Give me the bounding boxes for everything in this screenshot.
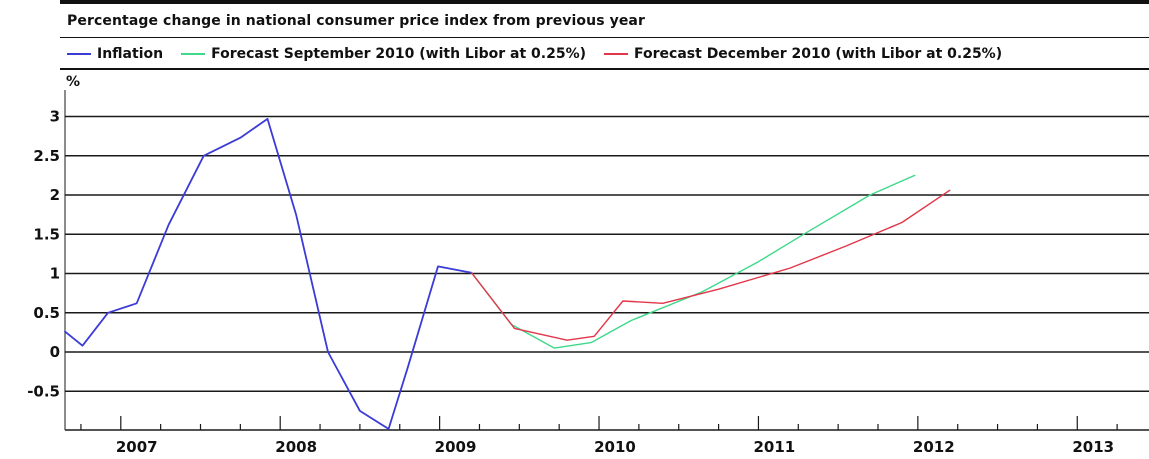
y-tick-label: 2.5 [33, 147, 60, 165]
x-tick-label: 2008 [275, 438, 317, 456]
legend-item-forecast-december: Forecast December 2010 (with Libor at 0.… [604, 46, 1002, 62]
legend-label-inflation: Inflation [97, 46, 164, 62]
legend-item-inflation: Inflation [67, 46, 163, 62]
x-tick-label: 2013 [1072, 438, 1114, 456]
legend-divider [60, 68, 1149, 70]
x-tick-label: 2011 [754, 438, 796, 456]
x-tick-label: 2007 [116, 438, 158, 456]
legend-label-forecast-december: Forecast December 2010 (with Libor at 0.… [634, 46, 1003, 62]
top-rule [60, 0, 1149, 4]
legend-swatch-inflation [67, 53, 91, 55]
y-tick-label: -0.5 [27, 382, 60, 400]
legend-label-forecast-september: Forecast September 2010 (with Libor at 0… [211, 46, 587, 62]
series-line-inflation [64, 118, 473, 430]
y-tick-label: 0.5 [33, 304, 60, 322]
x-tick-label: 2012 [913, 438, 955, 456]
y-tick-label: 0 [50, 343, 60, 361]
legend: Inflation Forecast September 2010 (with … [67, 44, 1020, 64]
legend-swatch-forecast-september [181, 53, 206, 55]
series-line-forecast-september [470, 174, 916, 349]
x-tick-label: 2010 [594, 438, 636, 456]
x-tick-label: 2009 [435, 438, 477, 456]
y-axis-unit-label: % [66, 74, 80, 90]
y-tick-label: 3 [50, 108, 60, 126]
y-tick-label: 2 [50, 186, 60, 204]
series-line-forecast-december [470, 189, 951, 341]
legend-item-forecast-september: Forecast September 2010 (with Libor at 0… [181, 46, 586, 62]
title-divider [60, 37, 1149, 38]
chart-title: Percentage change in national consumer p… [67, 13, 645, 29]
y-tick-label: 1.5 [33, 225, 60, 243]
y-tick-label: 1 [50, 265, 60, 283]
legend-swatch-forecast-december [604, 53, 629, 55]
